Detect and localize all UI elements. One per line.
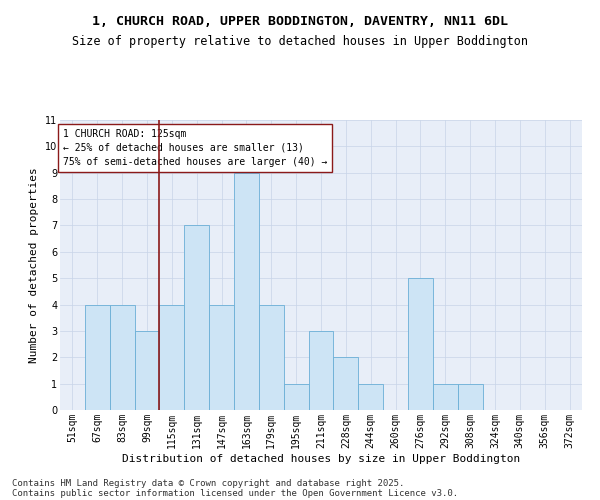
Bar (284, 384, 308, 410)
Bar (134, 331, 160, 410)
Bar (110, 304, 134, 410)
Bar (259, 304, 284, 410)
Text: 1 CHURCH ROAD: 125sqm
← 25% of detached houses are smaller (13)
75% of semi-deta: 1 CHURCH ROAD: 125sqm ← 25% of detached … (62, 128, 327, 166)
X-axis label: Distribution of detached houses by size in Upper Boddington: Distribution of detached houses by size … (122, 454, 520, 464)
Text: Contains HM Land Registry data © Crown copyright and database right 2025.: Contains HM Land Registry data © Crown c… (12, 478, 404, 488)
Text: 1, CHURCH ROAD, UPPER BODDINGTON, DAVENTRY, NN11 6DL: 1, CHURCH ROAD, UPPER BODDINGTON, DAVENT… (92, 15, 508, 28)
Bar (160, 304, 184, 410)
Bar (209, 304, 234, 410)
Text: Size of property relative to detached houses in Upper Boddington: Size of property relative to detached ho… (72, 35, 528, 48)
Bar (184, 226, 209, 410)
Bar (433, 384, 458, 410)
Bar (458, 384, 482, 410)
Bar (85, 304, 110, 410)
Bar (408, 278, 433, 410)
Bar (234, 172, 259, 410)
Bar (308, 331, 334, 410)
Y-axis label: Number of detached properties: Number of detached properties (29, 167, 40, 363)
Text: Contains public sector information licensed under the Open Government Licence v3: Contains public sector information licen… (12, 488, 458, 498)
Bar (334, 358, 358, 410)
Bar (358, 384, 383, 410)
